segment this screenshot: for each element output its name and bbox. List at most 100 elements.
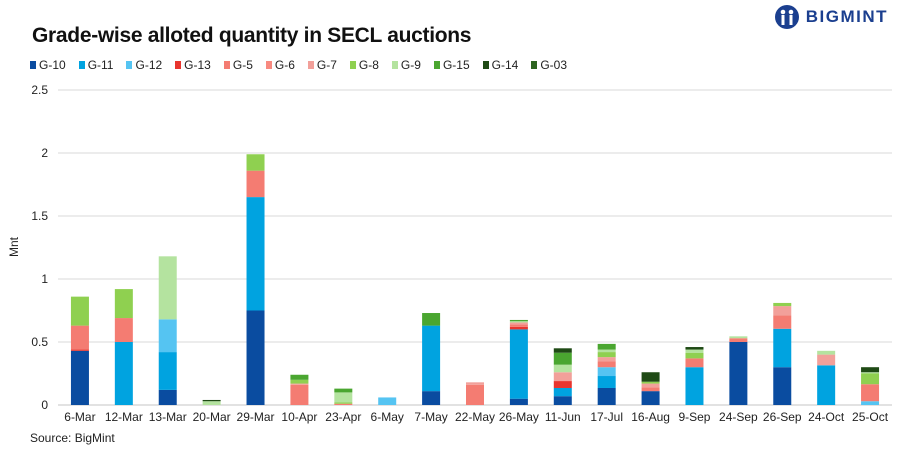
legend-item: G-6 <box>265 58 295 72</box>
bar-segment-g-9 <box>817 350 836 355</box>
logo-text: BIGMINT <box>805 7 888 26</box>
bar-segment-g-7 <box>597 357 616 362</box>
legend-swatch <box>531 61 538 69</box>
bar-segment-g-9 <box>158 256 177 320</box>
bar-segment-g-11 <box>246 197 265 311</box>
bar-segment-g-9 <box>202 401 221 405</box>
legend-swatch <box>223 61 230 69</box>
legend-item: G-11 <box>78 58 114 72</box>
x-tick-label: 17-Jul <box>590 410 623 424</box>
legend-swatch <box>265 61 272 69</box>
bar-segment-g-7 <box>466 382 484 385</box>
bar-segment-g-9 <box>685 349 704 353</box>
bar-segment-g-14 <box>553 348 572 353</box>
bar-segment-g-5 <box>729 338 748 342</box>
legend: G-10 G-11 G-12 G-13 G-5 G-6 G-7 G-8 G-9 G-15 G-14 G… <box>30 58 580 72</box>
x-tick-label: 24-Sep <box>719 410 758 424</box>
bar-segment-g-9 <box>729 336 748 339</box>
bar-segment-g-9 <box>553 364 572 373</box>
legend-swatch <box>482 61 489 69</box>
bar-segment-g-15 <box>509 319 528 322</box>
legend-label: G-11 <box>87 58 114 72</box>
x-tick-label: 6-Mar <box>64 410 95 424</box>
x-tick-label: 20-Mar <box>193 410 231 424</box>
bar-segment-g-11 <box>509 329 528 399</box>
bar-segment-g-13 <box>70 349 89 351</box>
legend-label: G-6 <box>274 58 295 72</box>
x-tick-label: 24-Oct <box>808 410 845 424</box>
legend-label: G-9 <box>400 58 421 72</box>
legend-item: G-10 <box>30 58 66 72</box>
x-tick-label: 26-May <box>499 410 539 424</box>
legend-swatch <box>391 61 398 69</box>
bar-segment-g-5 <box>70 325 89 350</box>
bar-segment-g-14 <box>202 399 221 402</box>
bigmint-logo: BIGMINT <box>774 4 888 30</box>
y-axis-label: Mnt <box>7 236 21 257</box>
x-tick-label: 29-Mar <box>237 410 275 424</box>
bar-segment-g-14 <box>641 372 660 382</box>
bar-segment-g-15 <box>422 313 441 326</box>
logo-icon <box>774 5 799 29</box>
bar-segment-g-9 <box>597 349 616 353</box>
x-tick-label: 13-Mar <box>149 410 187 424</box>
bar-segment-g-10 <box>597 387 616 405</box>
legend-item: G-5 <box>223 58 253 72</box>
y-tick-label: 0 <box>41 398 48 412</box>
chart-title: Grade-wise alloted quantity in SECL auct… <box>32 24 472 47</box>
bar-segment-g-7 <box>290 383 309 385</box>
x-tick-label: 26-Sep <box>763 410 802 424</box>
bar-segment-g-11 <box>158 352 177 390</box>
bar-segment-g-5 <box>685 358 704 368</box>
bar-segment-g-11 <box>114 342 133 405</box>
bar-segment-g-5 <box>861 384 880 402</box>
bar-segment-g-7 <box>773 306 792 316</box>
bar-segment-g-8 <box>246 154 265 171</box>
y-tick-label: 2.5 <box>31 83 48 97</box>
bar-segment-g-7 <box>509 322 528 325</box>
bar-segment-g-5 <box>641 387 660 392</box>
legend-label: G-13 <box>184 58 211 72</box>
legend-item: G-7 <box>307 58 337 72</box>
bar-segment-g-8 <box>597 352 616 358</box>
legend-swatch <box>349 61 356 69</box>
legend-swatch <box>30 61 36 69</box>
bar-segment-g-5 <box>509 324 528 327</box>
source-note: Source: BigMint <box>30 431 115 445</box>
x-tick-label: 7-May <box>414 410 447 424</box>
legend-label: G-8 <box>358 58 379 72</box>
bar-segment-g-11 <box>553 387 572 397</box>
bar-segment-g-8 <box>290 379 309 384</box>
bar-segment-g-12 <box>378 397 397 405</box>
bar-segment-g-10 <box>509 398 528 405</box>
x-tick-label: 10-Apr <box>281 410 317 424</box>
x-tick-label: 25-Oct <box>852 410 889 424</box>
bar-segment-g-5 <box>114 318 133 342</box>
bar-segment-g-5 <box>290 384 309 405</box>
legend-label: G-10 <box>39 58 66 72</box>
bar-segment-g-12 <box>158 319 177 353</box>
y-tick-label: 1 <box>41 272 48 286</box>
legend-label: G-14 <box>491 58 519 72</box>
legend-item: G-03 <box>531 58 567 72</box>
bar-segment-g-8 <box>685 352 704 359</box>
y-tick-label: 2 <box>41 146 48 160</box>
x-tick-label: 6-May <box>371 410 404 424</box>
bar-segment-g-14 <box>685 347 704 350</box>
legend-item: G-14 <box>482 58 519 72</box>
bar-segment-g-8 <box>114 289 133 319</box>
x-tick-label: 12-Mar <box>105 410 143 424</box>
legend-swatch <box>175 61 182 69</box>
legend-label: G-03 <box>540 58 567 72</box>
legend-label: G-15 <box>442 58 470 72</box>
bar-segment-g-11 <box>685 367 704 405</box>
x-tick-label: 22-May <box>455 410 495 424</box>
legend-label: G-12 <box>135 58 163 72</box>
bar-segment-g-9 <box>334 392 353 403</box>
bar-segment-g-11 <box>773 328 792 368</box>
legend-item: G-9 <box>391 58 421 72</box>
x-tick-label: 11-Jun <box>545 410 581 424</box>
legend-item: G-8 <box>349 58 379 72</box>
bar-segment-g-11 <box>422 325 441 392</box>
bar-segment-g-10 <box>641 391 660 405</box>
